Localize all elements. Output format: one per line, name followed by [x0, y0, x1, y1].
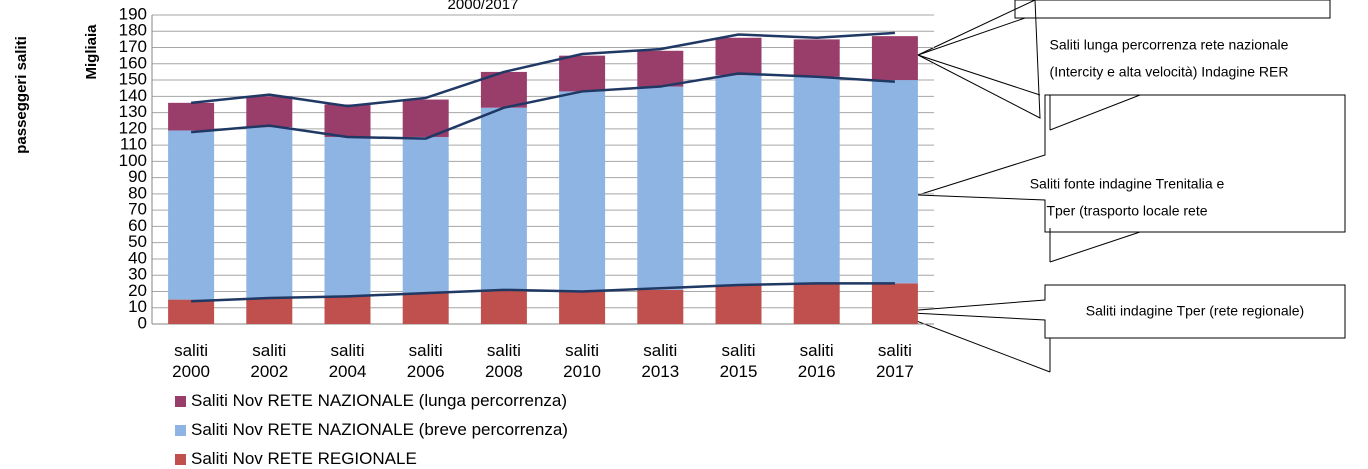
bar-segment	[793, 39, 840, 77]
legend-label: Saliti Nov RETE NAZIONALE (lunga percorr…	[191, 391, 568, 410]
y-tick-label: 0	[138, 313, 147, 332]
callout-pointers	[892, 17, 1141, 373]
bar-segment	[168, 299, 215, 324]
bar-segment	[871, 36, 918, 81]
bar-segment	[793, 76, 840, 284]
bar-segment	[324, 136, 371, 297]
annotation: Saliti lunga percorrenza rete nazionale	[1050, 37, 1289, 53]
bar-segment	[402, 99, 449, 137]
annotation: Tper (trasporto locale rete	[1046, 203, 1207, 219]
y-tick-label: 180	[119, 21, 147, 40]
y-tick-label: 140	[119, 86, 147, 105]
legend-label: Saliti Nov RETE NAZIONALE (breve percorr…	[191, 420, 568, 439]
y-tick-label: 150	[119, 70, 147, 89]
legend-label: Saliti Nov RETE REGIONALE	[191, 449, 417, 468]
x-tick-label: saliti 2006	[406, 341, 445, 381]
y-tick-label: 100	[119, 151, 147, 170]
x-tick-label: saliti 2017	[875, 341, 914, 381]
legend-entry: Saliti Nov RETE NAZIONALE (breve percorr…	[175, 420, 568, 440]
bar-segment	[559, 55, 606, 92]
callout-box	[1014, 0, 1331, 19]
bar-segment	[246, 96, 293, 128]
bar-segment	[871, 283, 918, 324]
legend-swatch	[175, 395, 186, 407]
y-tick-label: 30	[128, 265, 147, 284]
annotation: Saliti indagine Tper (rete regionale)	[1086, 303, 1304, 319]
bar-segment	[168, 130, 215, 300]
annotation: Saliti fonte indagine Trenitalia e	[1030, 176, 1225, 192]
callout-box	[917, 94, 1346, 233]
legend-entry: Saliti Nov RETE REGIONALE	[175, 449, 417, 469]
x-tick-label: saliti 2016	[797, 341, 836, 381]
bar-segment	[793, 283, 840, 324]
chart-title: 2000/2017	[448, 0, 519, 13]
bar-segment	[715, 37, 762, 76]
bar-segment	[168, 102, 215, 131]
bar-segment	[715, 284, 762, 324]
annotation: (Intercity e alta velocità) Indagine RER	[1050, 64, 1289, 80]
bar-segment	[246, 297, 293, 324]
callout-pointer	[917, 17, 1026, 56]
x-tick-label: saliti 2000	[172, 341, 210, 381]
x-tick-label: saliti 2010	[563, 341, 601, 381]
callout-arrow	[916, 0, 1041, 119]
callout-box	[892, 284, 1346, 339]
y-axis-label: passeggeri saliti	[13, 36, 30, 154]
callout-pointer	[892, 311, 1051, 373]
line	[191, 282, 895, 303]
y-tick-label: 190	[119, 4, 147, 23]
bar-segment	[715, 75, 762, 285]
y-tick-label: 170	[119, 37, 147, 56]
legend-entry: Saliti Nov RETE NAZIONALE (lunga percorr…	[175, 391, 567, 411]
bar-segment	[402, 136, 449, 294]
y-tick-label: 40	[128, 248, 147, 267]
line	[190, 31, 895, 108]
line	[190, 72, 895, 140]
y-tick-label: 90	[128, 167, 147, 186]
bar-segment	[246, 127, 293, 298]
bar-segment	[324, 104, 371, 137]
callouts	[892, 0, 1346, 339]
callout-pointer	[1049, 94, 1141, 131]
y-tick-label: 70	[128, 200, 147, 219]
x-tick-label: saliti 2002	[250, 341, 289, 381]
y-tick-label: 20	[128, 281, 147, 300]
x-tick-label: saliti 2008	[484, 341, 523, 381]
bar-segment	[637, 86, 684, 290]
y-tick-label: 80	[128, 183, 147, 202]
callout-pointer	[917, 54, 1041, 96]
bar-segment	[402, 293, 449, 324]
y-tick-label: 110	[120, 135, 147, 154]
x-tick-label: saliti 2004	[328, 341, 367, 381]
x-tick-label: saliti 2013	[641, 341, 680, 381]
y-unit-label: Migliaia	[83, 24, 100, 80]
bar-segment	[637, 50, 684, 87]
bar-segment	[559, 291, 606, 324]
y-tick-label: 50	[128, 232, 147, 251]
y-tick-label: 160	[119, 53, 147, 72]
bar-segment	[480, 107, 527, 290]
legend-swatch	[175, 424, 186, 436]
bar-segment	[480, 289, 527, 324]
bar-segment	[637, 289, 684, 324]
y-tick-label: 120	[119, 118, 147, 137]
bar-segment	[871, 80, 918, 284]
y-tick-label: 10	[128, 297, 147, 316]
callout-pointer	[1049, 231, 1141, 263]
bar-segment	[324, 296, 371, 324]
x-tick-label: saliti 2015	[719, 341, 758, 381]
legend-swatch	[175, 453, 186, 465]
bar-segment	[559, 91, 606, 292]
y-tick-label: 60	[128, 216, 147, 235]
y-tick-label: 130	[119, 102, 147, 121]
